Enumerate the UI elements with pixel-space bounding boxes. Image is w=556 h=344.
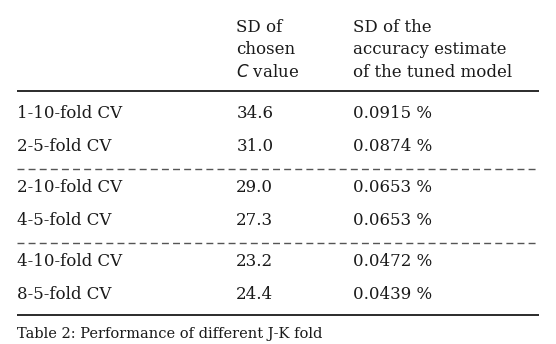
Text: 0.0472 %: 0.0472 %: [353, 253, 433, 270]
Text: 4-5-fold CV: 4-5-fold CV: [17, 212, 111, 229]
Text: 8-5-fold CV: 8-5-fold CV: [17, 286, 111, 303]
Text: 0.0915 %: 0.0915 %: [353, 105, 432, 122]
Text: 0.0874 %: 0.0874 %: [353, 138, 433, 155]
Text: 23.2: 23.2: [236, 253, 274, 270]
Text: 1-10-fold CV: 1-10-fold CV: [17, 105, 122, 122]
Text: 0.0653 %: 0.0653 %: [353, 212, 432, 229]
Text: 24.4: 24.4: [236, 286, 274, 303]
Text: 31.0: 31.0: [236, 138, 274, 155]
Text: 0.0439 %: 0.0439 %: [353, 286, 432, 303]
Text: 27.3: 27.3: [236, 212, 274, 229]
Text: Table 2: Performance of different J-K fold: Table 2: Performance of different J-K fo…: [17, 327, 322, 341]
Text: 29.0: 29.0: [236, 179, 274, 196]
Text: of the tuned model: of the tuned model: [353, 64, 512, 81]
Text: SD of the: SD of the: [353, 19, 431, 36]
Text: accuracy estimate: accuracy estimate: [353, 41, 507, 58]
Text: $\it{C}$ value: $\it{C}$ value: [236, 64, 300, 81]
Text: 34.6: 34.6: [236, 105, 274, 122]
Text: chosen: chosen: [236, 41, 295, 58]
Text: 4-10-fold CV: 4-10-fold CV: [17, 253, 122, 270]
Text: 0.0653 %: 0.0653 %: [353, 179, 432, 196]
Text: SD of: SD of: [236, 19, 282, 36]
Text: 2-10-fold CV: 2-10-fold CV: [17, 179, 122, 196]
Text: 2-5-fold CV: 2-5-fold CV: [17, 138, 111, 155]
